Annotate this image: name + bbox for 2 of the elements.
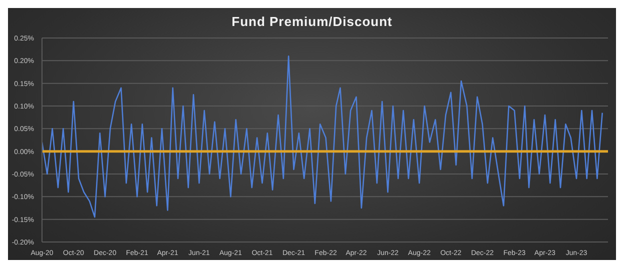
chart-title: Fund Premium/Discount: [230, 13, 394, 31]
line-series: [42, 55, 603, 218]
